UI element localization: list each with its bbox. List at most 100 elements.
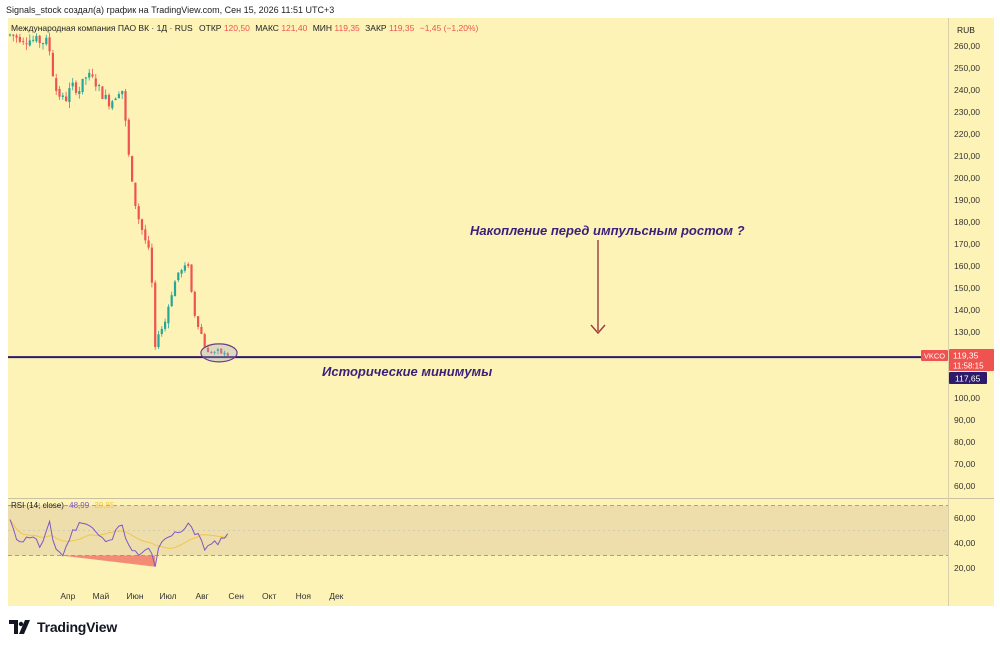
candle-body bbox=[65, 96, 68, 102]
ticker-tag-label: VKCO bbox=[924, 352, 945, 361]
candle-body bbox=[94, 78, 97, 87]
time-tick-label: Апр bbox=[60, 591, 75, 601]
candle-body bbox=[55, 78, 58, 91]
time-axis-ticks: Апр Май Июн Июл Авг Сен Окт Ноя Дек bbox=[60, 591, 343, 601]
rsi-tick-label: 60,00 bbox=[954, 513, 976, 523]
ticker-tag[interactable] bbox=[921, 350, 948, 361]
accumulation-annotation[interactable]: Накопление перед импульсным ростом ? bbox=[470, 223, 745, 238]
time-tick-label: Окт bbox=[262, 591, 276, 601]
legend-exchange: RUS bbox=[175, 23, 193, 33]
legend-low-value: 119,35 bbox=[334, 23, 360, 33]
candle-body bbox=[190, 264, 193, 292]
historical-lows-annotation[interactable]: Исторические минимумы bbox=[322, 364, 492, 379]
legend-high-value: 121,40 bbox=[281, 23, 307, 33]
time-tick-label: Авг bbox=[195, 591, 208, 601]
rsi-axis-ticks: 60,00 40,00 20,00 bbox=[954, 513, 976, 573]
price-tick-label: 60,00 bbox=[954, 481, 976, 491]
candle-body bbox=[38, 35, 41, 43]
rsi-tick-label: 20,00 bbox=[954, 563, 976, 573]
candle-body bbox=[157, 334, 160, 348]
candle-body bbox=[101, 86, 104, 99]
candle-body bbox=[114, 98, 117, 101]
last-price-tag[interactable] bbox=[949, 349, 994, 371]
candle-body bbox=[187, 264, 190, 266]
candle-body bbox=[78, 91, 81, 95]
accumulation-zone-ellipse[interactable] bbox=[200, 343, 238, 363]
price-tick-label: 240,00 bbox=[954, 85, 980, 95]
rsi-legend-value: 48,99 bbox=[69, 501, 90, 510]
price-tick-label: 100,00 bbox=[954, 393, 980, 403]
last-price-value: 119,35 bbox=[953, 351, 979, 361]
candle-body bbox=[18, 36, 21, 42]
candle-body bbox=[183, 265, 186, 271]
candle-body bbox=[88, 72, 91, 78]
rsi-line[interactable] bbox=[9, 519, 229, 567]
price-tick-label: 150,00 bbox=[954, 283, 980, 293]
main-pane-background[interactable] bbox=[8, 18, 948, 498]
candle-body bbox=[121, 90, 124, 95]
candle-body bbox=[197, 316, 200, 327]
candle-body bbox=[111, 101, 114, 109]
candle-body bbox=[117, 94, 120, 99]
price-axis-background[interactable] bbox=[948, 18, 994, 606]
time-tick-label: Ноя bbox=[296, 591, 312, 601]
legend-close-label: ЗАКР bbox=[365, 23, 387, 33]
price-tick-label: 250,00 bbox=[954, 63, 980, 73]
candle-body bbox=[180, 270, 183, 274]
candle-body bbox=[164, 321, 167, 329]
candle-body bbox=[71, 82, 74, 87]
candle-body bbox=[223, 352, 226, 355]
price-tick-label: 190,00 bbox=[954, 195, 980, 205]
bar-countdown: 11:58:15 bbox=[953, 362, 984, 371]
candle-body bbox=[81, 78, 84, 93]
legend-open-label: ОТКР bbox=[199, 23, 222, 33]
support-line-price-tag[interactable] bbox=[949, 372, 987, 384]
time-axis-background[interactable] bbox=[8, 584, 948, 606]
candle-body bbox=[28, 40, 31, 46]
rsi-legend-ma-value: 39,85 bbox=[94, 501, 115, 510]
time-tick-label: Июн bbox=[126, 591, 143, 601]
candle-body bbox=[220, 348, 223, 354]
candle-body bbox=[173, 281, 177, 297]
price-tick-label: 180,00 bbox=[954, 217, 980, 227]
candle-body bbox=[35, 36, 38, 42]
candle-body bbox=[206, 347, 210, 353]
tradingview-logo-word: TradingView bbox=[37, 619, 118, 635]
currency-label[interactable]: RUB bbox=[957, 25, 975, 35]
candle-body bbox=[137, 206, 140, 220]
candles-group bbox=[8, 32, 229, 358]
symbol-legend[interactable]: Международная компания ПАО ВК · 1Д · RUS… bbox=[11, 23, 478, 33]
candle-body bbox=[12, 34, 15, 36]
candle-body bbox=[84, 77, 87, 79]
price-tick-label: 260,00 bbox=[954, 41, 980, 51]
arrow-down-icon[interactable] bbox=[590, 240, 606, 335]
candle-body bbox=[140, 219, 144, 230]
candle-body bbox=[177, 272, 180, 281]
legend-open-value: 120,50 bbox=[224, 23, 250, 33]
rsi-pane-background[interactable] bbox=[8, 499, 948, 584]
candle-body bbox=[51, 52, 54, 77]
price-tick-label: 70,00 bbox=[954, 459, 976, 469]
candle-body bbox=[8, 34, 12, 36]
price-tick-label: 220,00 bbox=[954, 129, 980, 139]
legend-separator: · bbox=[151, 23, 156, 33]
tradingview-logo[interactable]: TradingView bbox=[9, 617, 117, 637]
candle-body bbox=[25, 43, 28, 45]
candle-body bbox=[124, 91, 127, 121]
candle-body bbox=[61, 95, 64, 97]
price-tick-label: 130,00 bbox=[954, 327, 980, 337]
legend-separator: · bbox=[169, 23, 174, 33]
legend-high-label: МАКС bbox=[255, 23, 279, 33]
svg-text:Международная компания ПАО ВК: Международная компания ПАО ВК · 1Д · RUS… bbox=[11, 23, 478, 33]
candle-body bbox=[22, 41, 25, 43]
price-tick-label: 160,00 bbox=[954, 261, 980, 271]
rsi-legend[interactable]: RSI (14; close) 48,99 39,85 bbox=[11, 501, 115, 510]
legend-low-label: МИН bbox=[313, 23, 332, 33]
candle-body bbox=[213, 351, 216, 353]
chart-author-line: Signals_stock создал(а) график на Tradin… bbox=[6, 5, 335, 15]
candle-body bbox=[98, 85, 101, 87]
candle-body bbox=[203, 334, 206, 347]
legend-change: −1,45 (−1,20%) bbox=[420, 23, 479, 33]
price-tick-label: 200,00 bbox=[954, 173, 980, 183]
